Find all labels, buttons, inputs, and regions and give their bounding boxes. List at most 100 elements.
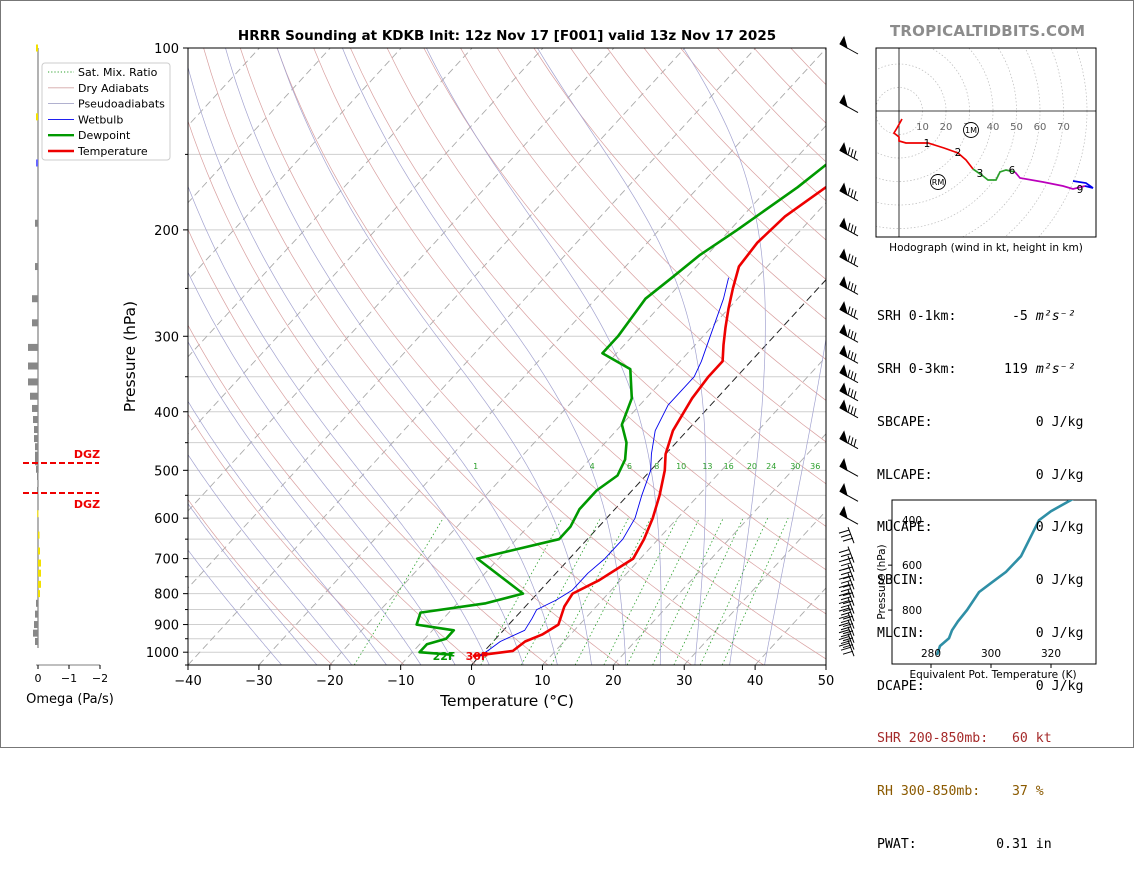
- stat-shr: SHR 200-850mb: 60 kt: [877, 730, 1083, 748]
- pseudoadiabat: [730, 652, 732, 665]
- omega-bar: [36, 466, 38, 473]
- dgz-label: DGZ: [74, 448, 100, 461]
- barb-flag: [854, 151, 856, 159]
- omega-bar: [28, 363, 38, 370]
- dry-adiabat: [204, 48, 692, 665]
- mixing-ratio-line: [653, 518, 724, 665]
- omega-tick-label: 0: [35, 672, 42, 685]
- barb-pennant: [840, 250, 847, 261]
- y-tick-label: 800: [154, 588, 179, 603]
- barb-pennant: [840, 484, 847, 495]
- hodo-height-label: 9: [1077, 184, 1084, 196]
- omega-bar: [33, 416, 38, 423]
- hodo-caption: Hodograph (wind in kt, height in km): [889, 242, 1083, 254]
- pseudoadiabat: [271, 652, 282, 665]
- mixing-ratio-label: 30: [790, 462, 800, 471]
- x-tick-label: −20: [316, 674, 343, 689]
- isotherm: [259, 48, 827, 665]
- barb-pennant: [840, 432, 847, 443]
- hodo-height-label: 2: [955, 147, 962, 159]
- barb-flag: [851, 283, 853, 291]
- mixing-ratio-label: 16: [724, 462, 734, 471]
- hodo-ring-label: 10: [916, 122, 929, 133]
- dry-adiabat: [240, 48, 763, 665]
- omega-bar: [35, 220, 38, 227]
- barb-flag: [843, 538, 853, 541]
- barb-flag: [851, 371, 853, 379]
- y-tick-label: 400: [154, 406, 179, 421]
- hodo-ring-label: 40: [987, 122, 1000, 133]
- mixing-ratio-label: 36: [810, 462, 820, 471]
- omega-bar: [37, 473, 39, 480]
- barb-flag: [851, 352, 853, 360]
- omega-bar: [36, 600, 38, 607]
- stat-sbcape: SBCAPE: 0 J/kg: [877, 414, 1083, 432]
- barb-flag: [841, 563, 851, 566]
- barb-pennant: [840, 184, 847, 195]
- barb-flag: [848, 388, 850, 396]
- omega-tick-label: −2: [92, 672, 108, 685]
- mixing-ratio-line: [551, 518, 628, 665]
- stat-dcape: DCAPE: 0 J/kg: [877, 678, 1083, 696]
- pseudoadiabat: [426, 48, 661, 652]
- pseudoadiabat: [590, 652, 592, 665]
- mixing-ratio-label: 13: [702, 462, 712, 471]
- barb-pennant: [840, 219, 847, 230]
- stat-mucape: MUCAPE: 0 J/kg: [877, 519, 1083, 537]
- barb-flag: [854, 310, 856, 318]
- barb-flag: [841, 589, 851, 592]
- barb-flag: [848, 223, 850, 231]
- hodo-height-label: 3: [977, 168, 984, 180]
- pseudoadiabat: [519, 652, 524, 665]
- barb-flag: [848, 281, 850, 289]
- pseudoadiabat: [377, 652, 387, 665]
- x-tick-label: 20: [605, 674, 622, 689]
- omega-bar: [32, 319, 38, 326]
- omega-bar: [35, 452, 38, 459]
- dgz-label: DGZ: [74, 498, 100, 511]
- omega-bar: [35, 263, 38, 270]
- omega-bar: [38, 581, 41, 588]
- barb-pennant: [840, 459, 847, 470]
- barb-pennant: [840, 277, 847, 288]
- hodo-ring-label: 20: [940, 122, 953, 133]
- legend-label: Dry Adiabats: [78, 82, 149, 95]
- stat-srh1: SRH 0-1km: -5 m²s⁻²: [877, 308, 1083, 326]
- barb-flag: [841, 627, 851, 630]
- legend-label: Wetbulb: [78, 113, 123, 126]
- barb-flag: [841, 647, 851, 650]
- barb-pennant: [840, 366, 847, 377]
- omega-bar: [32, 405, 38, 412]
- barb-flag: [851, 308, 853, 316]
- surface-dewpoint-label: 22F: [433, 650, 456, 663]
- barb-flag: [841, 620, 851, 623]
- omega-bar: [36, 45, 38, 52]
- barb-flag: [854, 439, 856, 447]
- stat-mlcape: MLCAPE: 0 J/kg: [877, 467, 1083, 485]
- barb-pennant: [840, 143, 847, 154]
- mixing-ratio-label: 6: [627, 462, 632, 471]
- omega-bar: [36, 113, 38, 120]
- barb-flag: [839, 559, 849, 562]
- legend-label: Dewpoint: [78, 129, 131, 142]
- stat-rh: RH 300-850mb: 37 %: [877, 783, 1083, 801]
- hodo-trace: [894, 119, 973, 169]
- chart-title: HRRR Sounding at KDKB Init: 12z Nov 17 […: [238, 28, 776, 44]
- barb-flag: [841, 554, 851, 557]
- barb-flag: [848, 306, 850, 314]
- x-tick-label: −10: [387, 674, 414, 689]
- omega-bar: [32, 295, 38, 302]
- pseudoadiabat: [183, 48, 519, 652]
- barb-flag: [854, 191, 856, 199]
- omega-bar: [35, 458, 38, 465]
- pseudoadiabat: [342, 48, 625, 652]
- surface-temperature-label: 30F: [466, 650, 489, 663]
- stat-pwat: PWAT: 0.31 in: [877, 836, 1083, 854]
- barb-flag: [848, 370, 850, 378]
- omega-bar: [37, 510, 39, 517]
- y-axis-label: Pressure (hPa): [121, 301, 139, 412]
- storm-motion-label: RM: [932, 178, 945, 187]
- barb-flag: [848, 436, 850, 444]
- hodograph-area: 10203040506070123691MRM: [711, 0, 1096, 299]
